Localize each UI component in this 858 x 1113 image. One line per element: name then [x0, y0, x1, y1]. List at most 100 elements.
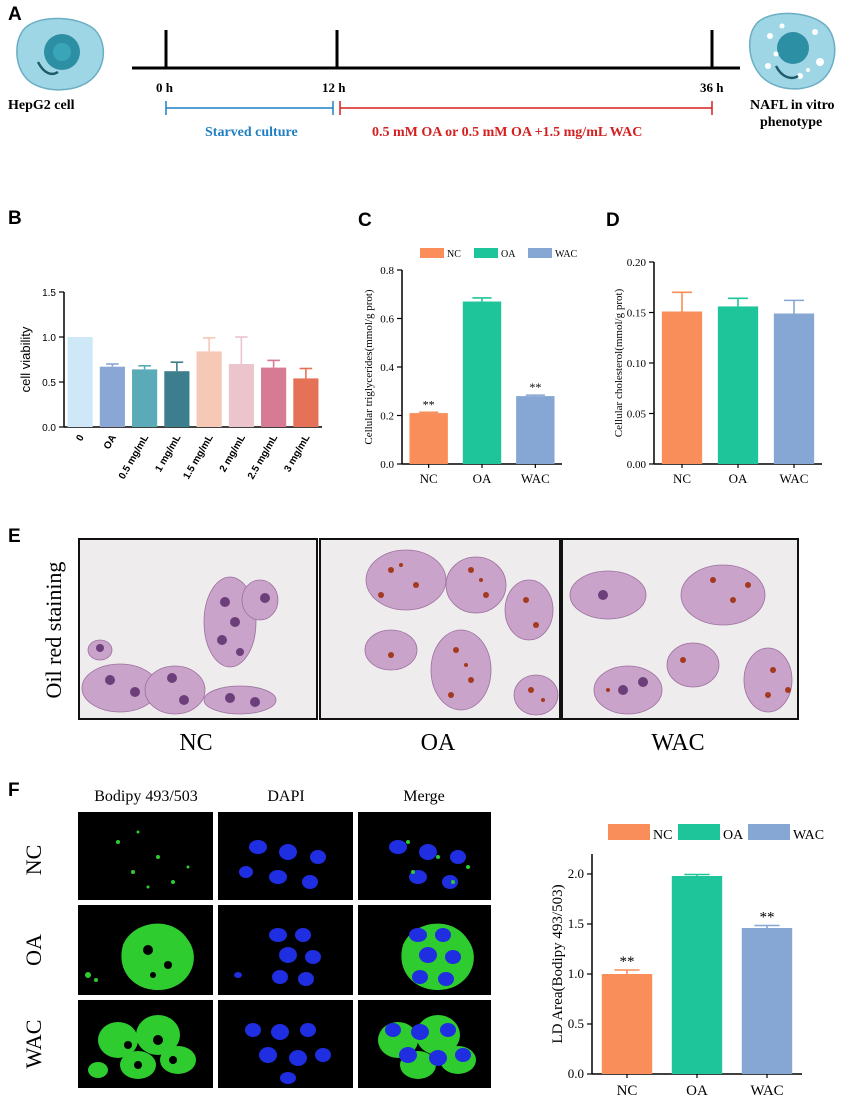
x-tick-label: WAC	[780, 471, 809, 486]
header-dapi: DAPI	[267, 788, 305, 805]
fl-nc-merge	[358, 812, 491, 900]
legend-swatch-nc	[608, 824, 650, 840]
x-tick-label: NC	[420, 471, 438, 486]
y-tick-label: 0.0	[568, 1066, 584, 1081]
bar-wac	[516, 396, 555, 464]
bar-nc	[409, 413, 448, 464]
significance-label: **	[529, 380, 541, 394]
time-0h: 0 h	[156, 80, 173, 95]
y-axis-label: Cellular cholesterol(mmol/g prot)	[613, 288, 625, 437]
y-tick-label: 0.5	[42, 378, 56, 389]
time-36h: 36 h	[700, 80, 724, 95]
bar-wac	[773, 313, 815, 464]
panel-label-a: A	[8, 4, 22, 25]
y-tick-label: 0.00	[627, 459, 647, 471]
legend-label-nc: NC	[653, 828, 672, 843]
y-tick-label: 0.20	[627, 257, 647, 269]
hepg2-label: HepG2 cell	[8, 98, 75, 113]
nafl-label-line2: phenotype	[760, 115, 823, 130]
micrograph-oa	[319, 538, 561, 720]
nafl-cell-icon	[749, 12, 836, 90]
timeline-diagram	[16, 12, 836, 115]
legend-swatch-oa	[678, 824, 720, 840]
bar-nc	[661, 311, 703, 464]
fl-wac-merge	[358, 1000, 491, 1088]
legend-swatch-wac	[748, 824, 790, 840]
significance-label: **	[423, 397, 435, 411]
x-tick-label: OA	[102, 433, 119, 451]
fl-nc-dapi	[218, 812, 353, 900]
y-tick-label: 2.0	[568, 866, 584, 881]
fl-oa-bodipy	[78, 905, 213, 995]
nafl-label-line1: NAFL in vitro	[750, 98, 835, 113]
fl-wac-dapi	[218, 1000, 353, 1088]
hepg2-cell-icon	[16, 17, 105, 91]
header-bodipy: Bodipy 493/503	[94, 788, 198, 805]
y-tick-label: 1.0	[42, 333, 56, 344]
x-tick-label: WAC	[750, 1083, 783, 1099]
panel-label-d: D	[606, 210, 620, 231]
panel-label-e: E	[8, 526, 21, 547]
legend-label-oa: OA	[723, 828, 744, 843]
bar-3-mg-ml	[293, 378, 319, 427]
starved-label: Starved culture	[205, 125, 298, 140]
panel-label-b: B	[8, 208, 22, 229]
y-tick-label: 0.05	[627, 409, 647, 421]
treatment-label: 0.5 mM OA or 0.5 mM OA +1.5 mg/mL WAC	[372, 125, 643, 140]
y-axis-label: Cellular triglycerides(mmol/g prot)	[363, 289, 375, 445]
x-tick-label: 0	[74, 433, 87, 444]
y-tick-label: 0.0	[42, 423, 56, 434]
row-label-wac: WAC	[21, 1019, 46, 1069]
y-tick-label: 0.10	[627, 358, 647, 370]
y-axis-label: LD Area(Bodipy 493/503)	[550, 884, 566, 1043]
legend-swatch-wac	[528, 248, 552, 258]
caption-wac: WAC	[651, 730, 705, 756]
y-tick-label: 0.2	[380, 411, 394, 423]
fl-oa-dapi	[218, 905, 353, 995]
x-tick-label: OA	[729, 471, 748, 486]
bar-oa	[671, 876, 723, 1074]
caption-oa: OA	[420, 730, 456, 756]
bar-2-5-mg-ml	[261, 367, 287, 427]
x-tick-label: OA	[473, 471, 492, 486]
bar-oa	[462, 301, 502, 464]
significance-label: **	[620, 954, 635, 970]
caption-nc: NC	[179, 730, 213, 756]
x-tick-label: NC	[617, 1083, 638, 1099]
row-label-nc: NC	[21, 844, 46, 876]
time-12h: 12 h	[322, 80, 346, 95]
bar-oa	[99, 366, 125, 427]
legend-label-wac: WAC	[793, 828, 824, 843]
legend-label-nc: NC	[447, 249, 461, 260]
chart-b: 0.0 0.5 1.0 1.5 cell viability 0 OA0.5 mg/mL 1 …	[18, 288, 322, 481]
micrograph-wac	[561, 538, 799, 720]
y-tick-label: 1.0	[568, 966, 584, 981]
legend-swatch-oa	[474, 248, 498, 258]
legend-swatch-nc	[420, 248, 444, 258]
chart-f: 0.0 0.5 1.0 1.5 2.0LD Area(Bodipy 493/503) **…	[550, 824, 824, 1099]
chart-c: 0.0 0.2 0.4 0.6 0.8 Cellular triglycerides(mm…	[363, 248, 578, 486]
fl-wac-bodipy	[78, 1000, 213, 1088]
y-tick-label: 0.5	[568, 1016, 584, 1031]
header-merge: Merge	[403, 788, 445, 805]
bar-wac	[741, 928, 793, 1074]
legend-label-wac: WAC	[555, 249, 578, 260]
y-tick-label: 0.6	[380, 314, 394, 326]
bar-0-5-mg-ml	[132, 369, 158, 427]
oil-red-label: Oil red staining	[41, 561, 66, 699]
x-tick-label: 0.5 mg/mL	[117, 433, 151, 481]
y-axis-label: cell viability	[18, 326, 33, 392]
fl-oa-merge	[358, 905, 491, 995]
x-tick-label: OA	[686, 1083, 708, 1099]
x-tick-label: WAC	[521, 471, 550, 486]
y-tick-label: 0.4	[380, 362, 394, 374]
y-tick-label: 0.0	[380, 459, 394, 471]
panel-label-f: F	[8, 780, 20, 801]
row-label-oa: OA	[21, 934, 46, 966]
chart-d: 0.00 0.05 0.10 0.15 0.20 Cellular cholesterol…	[613, 257, 822, 486]
y-tick-label: 1.5	[42, 288, 56, 299]
x-tick-label: 3 mg/mL	[282, 433, 312, 474]
y-tick-label: 0.8	[380, 265, 394, 277]
bar-1-5-mg-ml	[196, 351, 222, 427]
x-tick-label: 2.5 mg/mL	[246, 433, 280, 481]
